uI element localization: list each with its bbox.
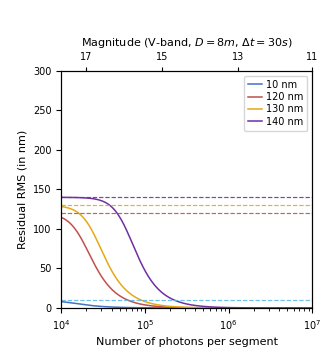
Line: 120 nm: 120 nm: [61, 217, 312, 308]
Line: 140 nm: 140 nm: [61, 197, 312, 308]
120 nm: [303, 306, 307, 310]
130 nm: [310, 306, 314, 310]
10 nm: [303, 306, 307, 310]
140 nm: [175, 299, 179, 303]
140 nm: [303, 306, 307, 310]
130 nm: [303, 306, 307, 310]
130 nm: [59, 204, 63, 209]
120 nm: [303, 306, 307, 310]
X-axis label: Number of photons per segment: Number of photons per segment: [96, 337, 278, 347]
130 nm: [72, 208, 76, 212]
130 nm: [257, 306, 261, 310]
Line: 10 nm: 10 nm: [61, 302, 312, 308]
10 nm: [303, 306, 307, 310]
120 nm: [257, 306, 261, 310]
120 nm: [181, 306, 185, 310]
130 nm: [303, 306, 307, 310]
10 nm: [72, 301, 76, 306]
120 nm: [59, 215, 63, 219]
Y-axis label: Residual RMS (in nm): Residual RMS (in nm): [17, 130, 27, 249]
120 nm: [310, 306, 314, 310]
140 nm: [59, 195, 63, 199]
130 nm: [181, 305, 185, 309]
X-axis label: Magnitude (V-band, $D = 8m$, $\Delta t = 30s$): Magnitude (V-band, $D = 8m$, $\Delta t =…: [81, 36, 293, 50]
140 nm: [257, 306, 261, 310]
10 nm: [181, 306, 185, 310]
Legend: 10 nm, 120 nm, 130 nm, 140 nm: 10 nm, 120 nm, 130 nm, 140 nm: [244, 76, 308, 131]
10 nm: [175, 306, 179, 310]
10 nm: [310, 306, 314, 310]
140 nm: [310, 306, 314, 310]
140 nm: [303, 306, 307, 310]
120 nm: [175, 305, 179, 309]
120 nm: [72, 225, 76, 230]
130 nm: [175, 305, 179, 309]
10 nm: [257, 306, 261, 310]
140 nm: [72, 195, 76, 200]
10 nm: [59, 299, 63, 304]
140 nm: [181, 301, 185, 305]
Line: 130 nm: 130 nm: [61, 206, 312, 308]
